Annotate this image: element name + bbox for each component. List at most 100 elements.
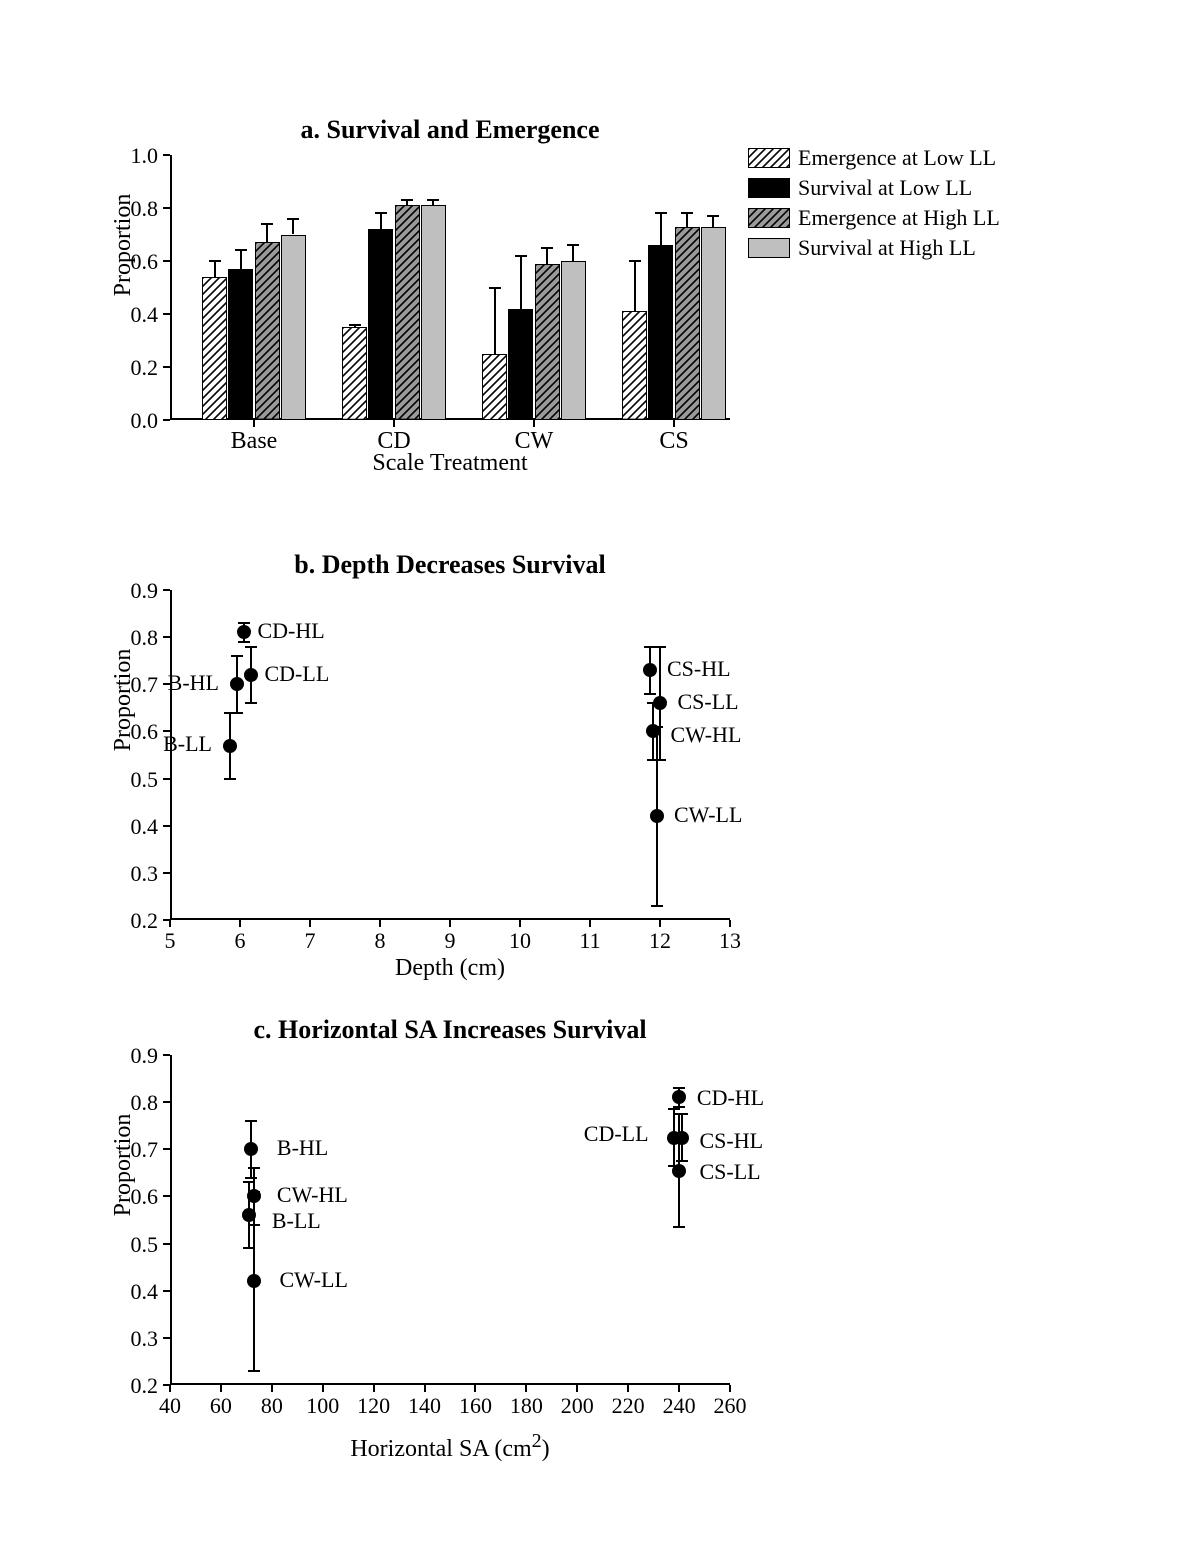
xtick	[659, 920, 661, 927]
ytick	[163, 872, 170, 874]
point-label: CD-HL	[258, 618, 325, 644]
data-point	[223, 739, 237, 753]
panel-a-bar	[675, 227, 700, 420]
panel-c-x-axis	[170, 1383, 730, 1385]
xtick	[519, 920, 521, 927]
panel-a-bar	[482, 354, 507, 420]
errcap-bot	[245, 1177, 257, 1179]
panel-a-bar	[701, 227, 726, 420]
errcap-top	[673, 1087, 685, 1089]
errcap-top	[238, 622, 250, 624]
data-point	[643, 663, 657, 677]
point-label: CD-LL	[584, 1121, 649, 1147]
ytick	[163, 778, 170, 780]
panel-a-xtick	[393, 420, 395, 427]
panel-a-errbar	[494, 288, 496, 354]
errcap-top	[651, 726, 663, 728]
panel-b-title: b. Depth Decreases Survival	[170, 550, 730, 580]
panel-a-bar	[281, 235, 306, 421]
panel-a-bar	[648, 245, 673, 420]
point-label: CW-HL	[671, 722, 742, 748]
errcap-top	[668, 1108, 680, 1110]
point-label: CS-LL	[699, 1159, 760, 1185]
panel-a-errbar	[214, 261, 216, 277]
point-label: CD-HL	[697, 1085, 764, 1111]
point-label: CD-LL	[265, 661, 330, 687]
xtick	[220, 1385, 222, 1392]
panel-a-errcap	[629, 260, 641, 262]
panel-a-errcap	[401, 199, 413, 201]
panel-a-bar	[535, 264, 560, 420]
xtick-label: 12	[630, 928, 690, 954]
data-point	[247, 1274, 261, 1288]
xtick	[379, 920, 381, 927]
panel-a-title: a. Survival and Emergence	[170, 115, 730, 145]
panel-a-errcap	[427, 199, 439, 201]
legend-swatch	[748, 238, 790, 258]
xtick	[373, 1385, 375, 1392]
ytick	[163, 1290, 170, 1292]
data-point	[230, 677, 244, 691]
ytick	[163, 1337, 170, 1339]
point-label: B-LL	[272, 1208, 321, 1234]
xtick	[169, 920, 171, 927]
errcap-top	[243, 1181, 255, 1183]
panel-a-errbar	[572, 245, 574, 261]
ytick	[163, 1148, 170, 1150]
panel-a-errbar	[686, 213, 688, 226]
xtick	[169, 1385, 171, 1392]
point-label: CS-LL	[678, 689, 739, 715]
panel-a-bar	[421, 205, 446, 420]
panel-a-errbar	[520, 256, 522, 309]
ytick	[163, 1101, 170, 1103]
panel-a-bar	[202, 277, 227, 420]
errcap-bot	[245, 702, 257, 704]
errcap-top	[248, 1167, 260, 1169]
panel-a-errbar	[660, 213, 662, 245]
panel-a-bar	[255, 242, 280, 420]
panel-a-errbar	[292, 219, 294, 235]
panel-a-bar	[395, 205, 420, 420]
ytick	[163, 1195, 170, 1197]
point-label: CW-LL	[279, 1267, 347, 1293]
legend-label: Survival at Low LL	[798, 175, 972, 201]
xtick	[322, 1385, 324, 1392]
panel-b-plot: 0.20.30.40.50.60.70.80.95678910111213 CD…	[170, 590, 730, 920]
data-point	[672, 1090, 686, 1104]
errcap-top	[647, 702, 659, 704]
panel-c-y-axis	[170, 1055, 172, 1385]
panel-a-errcap	[489, 287, 501, 289]
panel-a-ytick	[163, 154, 170, 156]
xtick-label: 8	[350, 928, 410, 954]
legend-swatch	[748, 148, 790, 168]
xtick-label: 7	[280, 928, 340, 954]
errcap-bot	[651, 905, 663, 907]
panel-c-y-title: Proportion	[110, 1055, 137, 1275]
legend-swatch	[748, 208, 790, 228]
panel-a-bar	[342, 327, 367, 420]
xtick	[589, 920, 591, 927]
panel-b-y-title: Proportion	[110, 590, 137, 810]
errcap-top	[245, 646, 257, 648]
panel-a-bar	[561, 261, 586, 420]
panel-c-plot: 0.20.30.40.50.60.70.80.94060801001201401…	[170, 1055, 730, 1385]
xtick-label: 11	[560, 928, 620, 954]
legend-label: Survival at High LL	[798, 235, 976, 261]
point-label: B-HL	[277, 1135, 328, 1161]
xtick-label: 6	[210, 928, 270, 954]
panel-a-ytick-label: 0.0	[110, 408, 158, 434]
panel-a-errcap	[681, 212, 693, 214]
panel-a-errcap	[209, 260, 221, 262]
xtick	[678, 1385, 680, 1392]
panel-a-errbar	[546, 248, 548, 264]
legend-label: Emergence at Low LL	[798, 145, 996, 171]
xtick	[576, 1385, 578, 1392]
data-point	[672, 1164, 686, 1178]
panel-a-bar	[508, 309, 533, 420]
panel-a-xtick	[253, 420, 255, 427]
errcap-top	[673, 1113, 685, 1115]
legend-swatch	[748, 178, 790, 198]
data-point	[237, 625, 251, 639]
panel-c-title: c. Horizontal SA Increases Survival	[170, 1015, 730, 1045]
xtick	[729, 1385, 731, 1392]
